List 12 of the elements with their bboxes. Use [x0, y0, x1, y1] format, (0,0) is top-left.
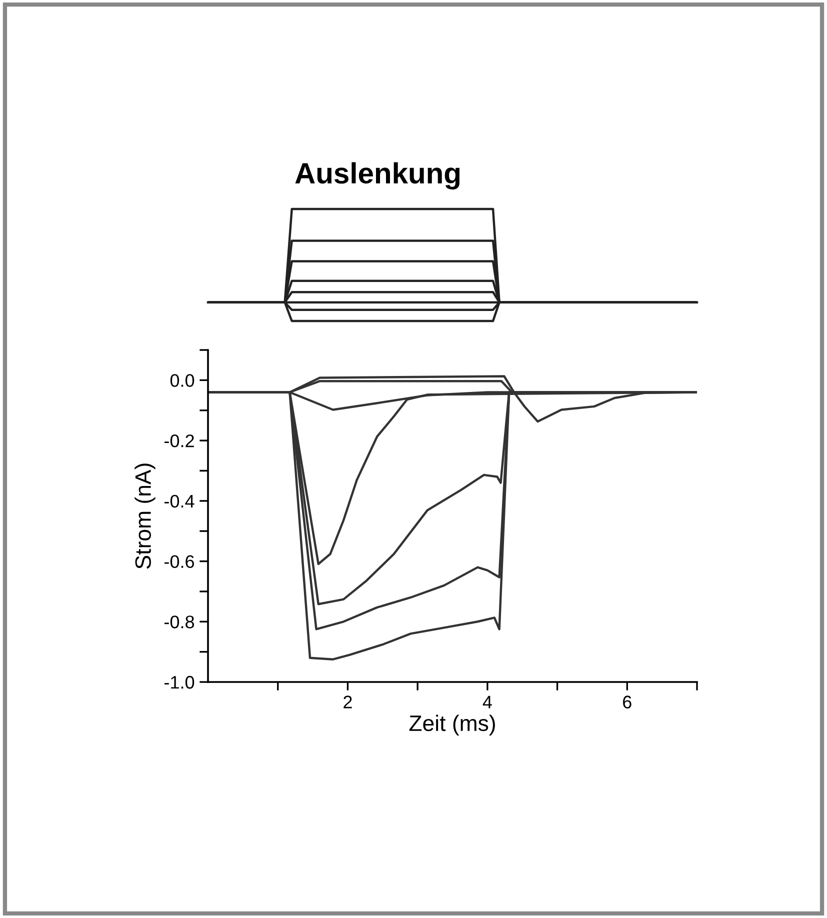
x-tick-label: 2	[344, 696, 352, 708]
x-tick-label: 4	[482, 696, 492, 708]
y-tick-label: -0.6	[164, 555, 194, 568]
y-tick-label: -0.2	[164, 434, 194, 448]
y-tick-label: 0.0	[170, 374, 194, 387]
y-tick-label: -1.0	[164, 676, 194, 689]
y-axis-title: Strom (nA)	[134, 464, 156, 569]
chart-title: Auslenkung	[295, 162, 460, 190]
x-tick-label: 6	[623, 696, 632, 708]
y-tick-label: -0.8	[164, 616, 194, 628]
x-axis-title: Zeit (ms)	[409, 714, 495, 736]
y-tick-label: -0.4	[164, 494, 194, 508]
